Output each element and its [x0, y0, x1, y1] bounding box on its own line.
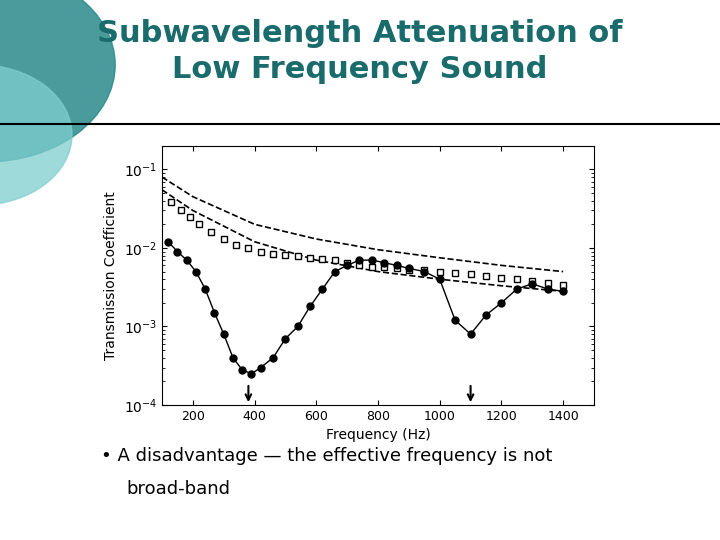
X-axis label: Frequency (Hz): Frequency (Hz) [325, 428, 431, 442]
Circle shape [0, 65, 72, 205]
Text: • A disadvantage — the effective frequency is not: • A disadvantage — the effective frequen… [101, 447, 552, 465]
Text: Subwavelength Attenuation of
Low Frequency Sound: Subwavelength Attenuation of Low Frequen… [97, 19, 623, 84]
Y-axis label: Transmission Coefficient: Transmission Coefficient [104, 191, 118, 360]
Text: broad-band: broad-band [126, 480, 230, 498]
Circle shape [0, 0, 115, 162]
